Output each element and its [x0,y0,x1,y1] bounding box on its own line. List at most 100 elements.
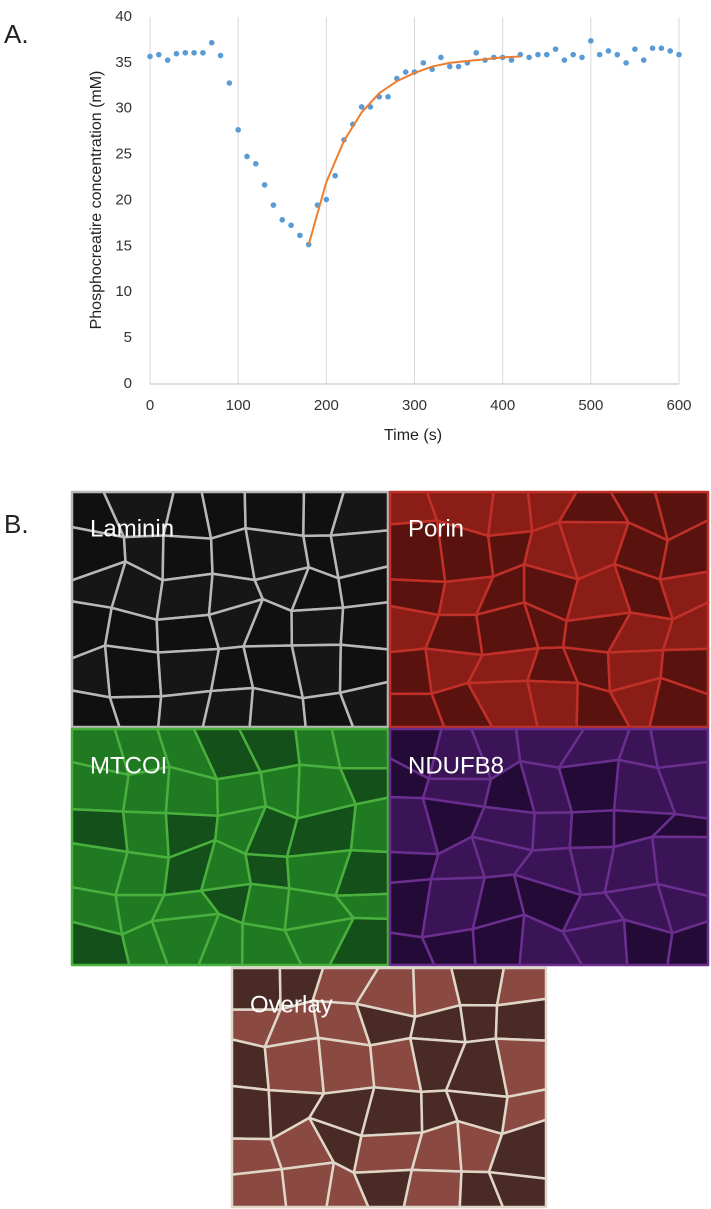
cell [230,1084,273,1141]
x-tick-label: 500 [578,397,603,414]
y-tick-label: 40 [115,8,132,25]
data-point [270,202,277,208]
data-point [358,104,365,110]
cell [280,1161,336,1209]
data-point [297,232,303,239]
data-point [420,60,427,66]
cell [402,1168,463,1209]
image-label: Overlay [250,991,333,1018]
image-label: MTCOI [90,752,167,779]
image-label: Laminin [90,515,174,542]
x-tick-label: 400 [490,397,515,414]
cell [338,680,390,729]
cell [487,1170,548,1209]
data-point [640,57,647,63]
y-tick-label: 10 [115,283,132,300]
data-point [226,80,233,86]
cell [108,695,163,729]
cell [526,679,580,729]
data-point [147,53,153,60]
micrograph: Overlay [230,966,548,1209]
data-point [526,54,532,61]
panel-letter: B. [4,509,29,539]
cell [666,920,710,967]
cell [568,809,616,850]
cell [230,1167,288,1209]
data-point [596,51,603,58]
x-axis-title: Time (s) [384,427,442,444]
data-point [288,222,294,229]
cell [201,686,255,729]
cell [121,810,170,859]
micrograph: NDUFB8 [388,727,710,967]
data-point [623,60,629,66]
x-tick-label: 200 [314,397,339,414]
data-point [535,51,541,58]
micrograph: MTCOI [70,727,390,967]
data-point [156,51,162,58]
data-point [402,69,409,75]
y-tick-label: 30 [115,100,132,117]
data-point [385,94,391,100]
data-point [191,49,197,56]
data-point [588,38,594,44]
y-tick-label: 35 [115,54,132,71]
y-tick-label: 15 [115,237,132,254]
data-point [244,153,250,160]
cell [155,572,214,622]
cell [330,727,390,770]
chart-area [70,4,690,452]
data-point [543,51,550,58]
data-point [261,182,268,188]
cell [349,796,390,854]
cell [103,644,163,699]
cell [494,997,548,1042]
image-label: Porin [408,515,464,542]
x-tick-label: 0 [146,397,154,414]
cell [486,490,534,538]
cell [317,1036,376,1095]
data-point [658,45,665,51]
image-label: NDUFB8 [408,752,504,779]
y-tick-label: 25 [115,146,132,163]
data-point [649,45,656,51]
data-point [164,57,171,63]
cell [648,676,710,729]
data-point [235,127,241,133]
data-point [253,161,259,167]
y-axis-title: Phosphocreatire concentration (mM) [88,71,105,330]
data-point [438,54,444,61]
data-point [552,46,559,52]
data-point [446,63,453,70]
cell [290,606,345,647]
data-point [676,51,682,58]
cell [156,647,221,698]
data-point [667,48,673,54]
data-point [332,172,338,179]
panel-letter: A. [4,19,29,49]
data-point [570,51,576,58]
cell [450,966,506,1007]
data-point [455,63,462,70]
data-point [323,196,330,203]
cell [263,1036,326,1095]
data-point [605,48,612,54]
micrograph: Porin [388,490,710,729]
micrograph: Laminin [70,490,390,729]
data-point [614,51,621,58]
data-point [279,216,286,223]
x-tick-label: 600 [666,397,691,414]
y-tick-label: 0 [124,375,132,392]
data-point [579,54,585,61]
data-point [208,39,215,46]
x-tick-label: 300 [402,397,427,414]
y-tick-label: 20 [115,191,132,208]
data-point [473,49,480,56]
cell [328,916,390,967]
data-point [217,52,224,59]
y-tick-label: 5 [124,329,132,346]
cell [531,811,574,852]
fit-line [307,55,521,245]
data-point [561,57,568,63]
